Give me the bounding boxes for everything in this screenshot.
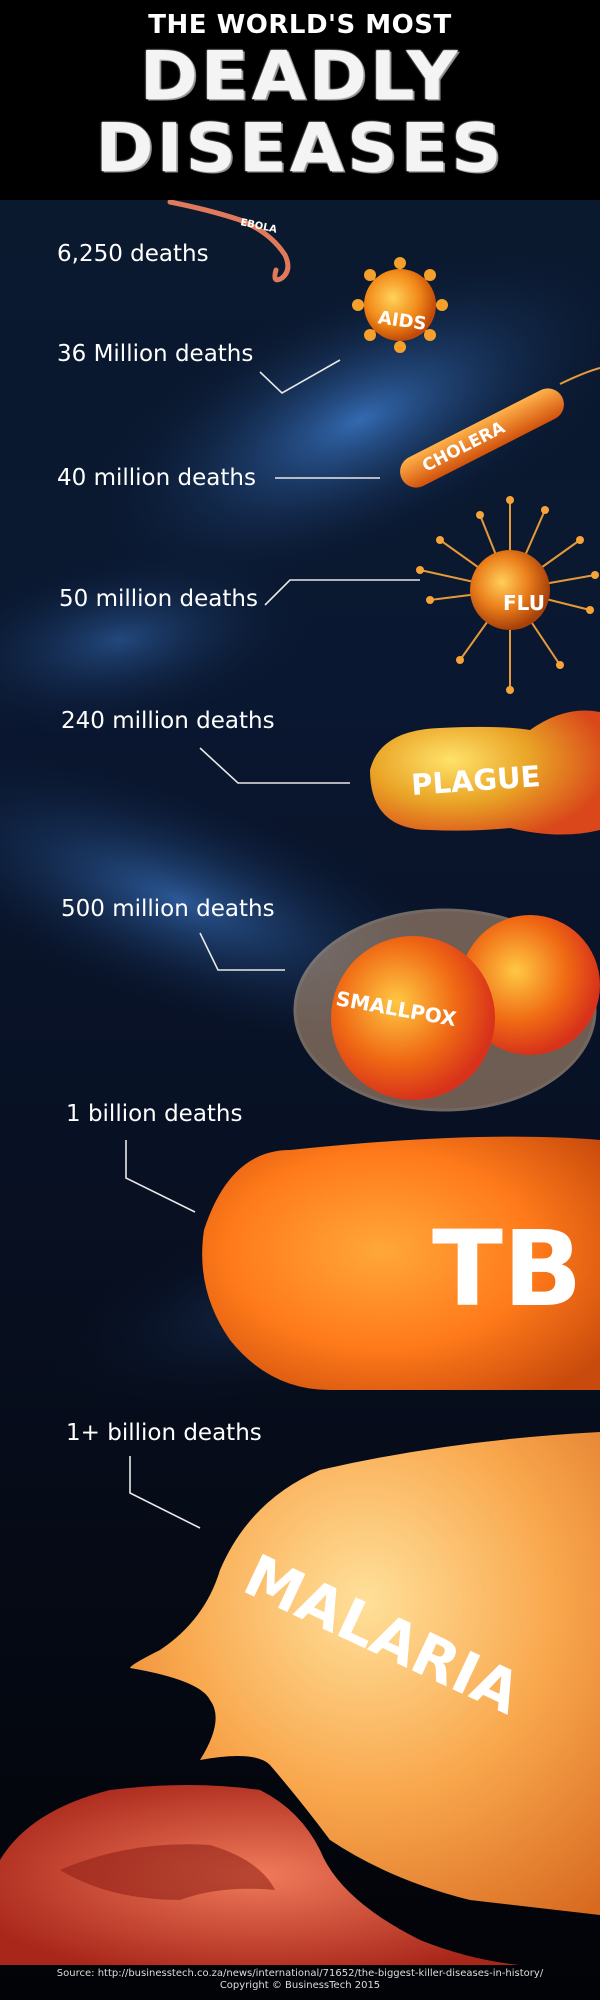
header: THE WORLD'S MOST DEADLY DISEASES	[0, 0, 600, 200]
deaths-malaria: 1+ billion deaths	[66, 1420, 262, 1446]
title-diseases: DISEASES	[95, 109, 505, 187]
germ-label-tb: TB	[432, 1208, 582, 1330]
title-line-1: THE WORLD'S MOST	[148, 10, 452, 40]
deaths-cholera: 40 million deaths	[57, 465, 256, 491]
deaths-aids: 36 Million deaths	[57, 341, 254, 367]
deaths-plague: 240 million deaths	[61, 708, 275, 734]
red-blood-cell-icon	[0, 1785, 520, 1965]
ebola-virus-icon	[167, 199, 291, 283]
title-deadly: DEADLY	[139, 37, 461, 115]
plague-bacterium-icon	[370, 710, 600, 835]
deaths-smallpox: 500 million deaths	[61, 896, 275, 922]
aids-virus-icon	[352, 257, 448, 353]
source-footer: Source: http://businesstech.co.za/news/i…	[0, 1968, 600, 1992]
malaria-parasite-icon	[130, 1432, 600, 1915]
smallpox-virus-icon	[293, 908, 600, 1112]
connector-lines	[125, 359, 420, 1529]
germ-label-flu: FLU	[503, 591, 545, 615]
deaths-flu: 50 million deaths	[59, 586, 258, 612]
source-url: Source: http://businesstech.co.za/news/i…	[56, 1968, 544, 1979]
flu-virus-icon	[416, 496, 599, 694]
copyright: Copyright © BusinessTech 2015	[219, 1980, 381, 1991]
deaths-ebola: 6,250 deaths	[57, 241, 209, 267]
deaths-tb: 1 billion deaths	[66, 1101, 243, 1127]
cholera-bacterium-icon	[400, 367, 600, 488]
tb-bacterium-icon	[202, 1136, 600, 1390]
